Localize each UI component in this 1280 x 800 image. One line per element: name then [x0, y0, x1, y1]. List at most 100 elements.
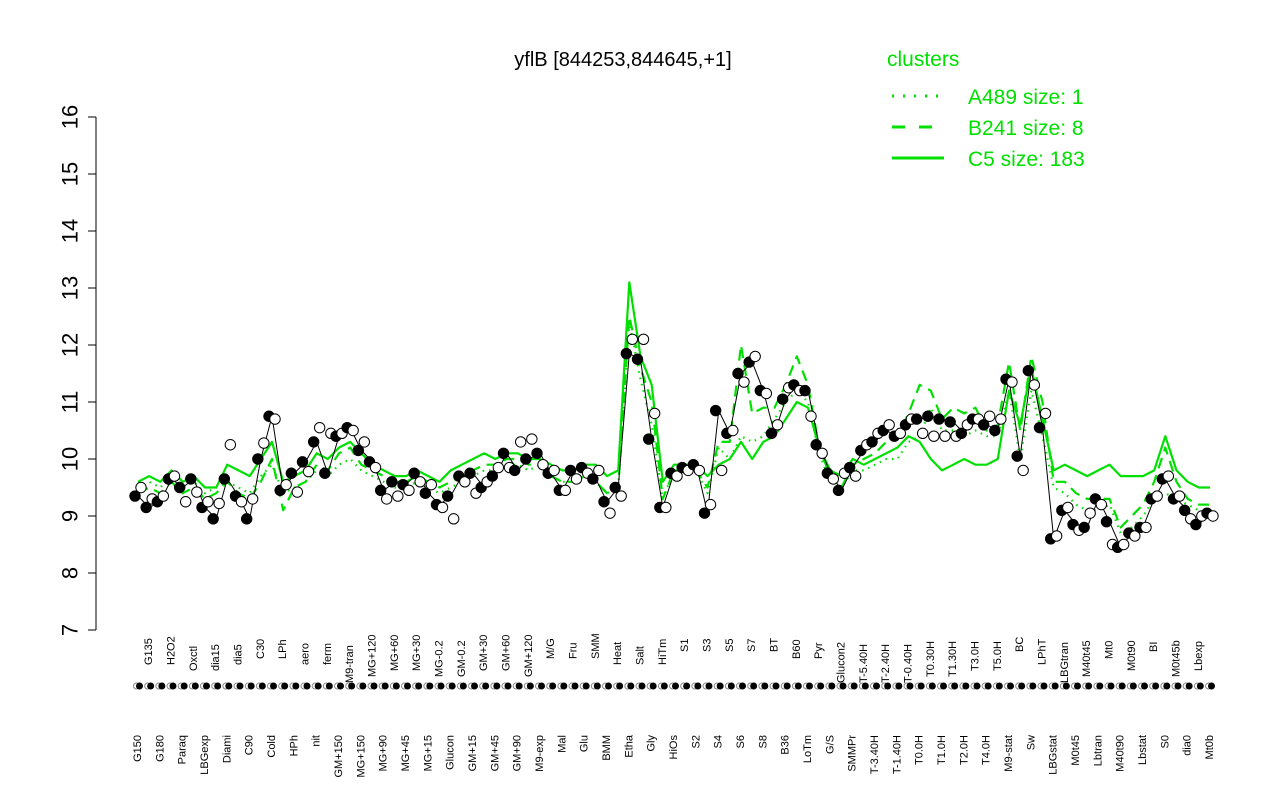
data-point: [1017, 464, 1029, 477]
x-marker: [750, 682, 758, 690]
data-point: [883, 419, 895, 431]
y-tick-label: 7: [58, 624, 83, 636]
data-point: [252, 453, 264, 465]
x-tick-label: LPh: [277, 639, 289, 659]
data-point: [302, 465, 315, 478]
y-axis: 7 8 9 10 11 12 13 14 15 16: [58, 105, 97, 636]
x-marker: [538, 682, 545, 690]
data-point: [799, 384, 811, 397]
x-marker: [1141, 682, 1148, 690]
data-point: [983, 410, 996, 422]
x-tick-label: M0t45b: [1171, 640, 1183, 677]
data-point: [894, 427, 907, 440]
data-point: [1095, 498, 1108, 511]
data-point: [419, 487, 432, 499]
data-point: [537, 459, 549, 471]
data-point: [240, 513, 253, 525]
data-point: [1129, 530, 1141, 542]
x-tick-label: dia5: [233, 644, 245, 665]
x-marker: [314, 682, 322, 690]
x-marker: [973, 682, 981, 690]
data-point: [1062, 501, 1074, 514]
x-tick-label: Etha: [623, 734, 635, 758]
data-point: [285, 467, 298, 479]
x-tick-label: B36: [780, 735, 792, 755]
x-tick-label: Heat: [612, 642, 624, 665]
data-point: [944, 416, 956, 428]
x-marker: [203, 682, 210, 690]
data-point: [922, 410, 934, 422]
data-point: [933, 413, 945, 425]
x-marker: [940, 682, 947, 690]
x-marker: [649, 682, 657, 690]
data-point: [698, 507, 711, 519]
x-tick-label: Mt0b: [1204, 735, 1216, 759]
data-point: [1178, 504, 1191, 516]
x-tick-label: GM+90: [512, 735, 524, 771]
data-point: [307, 436, 320, 448]
x-marker: [1152, 682, 1160, 690]
data-point: [642, 433, 655, 445]
data-point: [520, 453, 532, 465]
x-marker: [794, 682, 802, 690]
x-tick-label: T-1.40H: [891, 735, 903, 774]
x-marker: [191, 682, 199, 690]
x-marker: [772, 682, 780, 690]
data-point: [191, 486, 203, 498]
x-marker: [359, 682, 367, 690]
x-marker: [593, 682, 601, 690]
x-marker: [995, 682, 1003, 690]
x-tick-label: T1.0H: [936, 735, 948, 765]
data-point: [441, 490, 454, 502]
x-marker: [325, 682, 333, 690]
x-marker: [828, 682, 836, 690]
x-marker: [906, 682, 914, 690]
data-point: [1033, 421, 1046, 434]
x-marker: [526, 682, 534, 690]
x-marker: [437, 682, 445, 690]
data-point: [1078, 521, 1090, 534]
x-marker: [370, 682, 378, 690]
x-marker: [1062, 682, 1070, 690]
data-point: [1006, 376, 1018, 388]
data-point: [140, 501, 152, 514]
data-point: [269, 413, 281, 425]
x-tick-label: dia15: [210, 644, 222, 671]
x-marker: [1163, 682, 1171, 690]
data-point: [849, 470, 862, 482]
data-point: [732, 367, 744, 380]
x-tick-label: T-0.40H: [903, 644, 915, 683]
x-tick-label: S8: [757, 735, 769, 748]
data-point: [408, 467, 420, 479]
x-axis: G150 G135 G180 H2O2 Paraq Oxctl LBGexp dia15 Dia…: [132, 633, 1216, 777]
x-tick-label: BC: [1014, 637, 1026, 652]
data-point: [1028, 379, 1041, 391]
x-tick-label: Paraq: [177, 735, 189, 764]
data-point: [816, 447, 828, 459]
data-point: [157, 490, 170, 502]
x-tick-label: G/S: [824, 735, 836, 754]
data-point: [414, 476, 426, 488]
x-tick-label: S3: [702, 639, 714, 652]
x-marker: [917, 682, 925, 690]
x-marker: [616, 682, 624, 690]
x-marker: [660, 682, 668, 690]
y-tick-label: 12: [58, 333, 83, 357]
x-marker: [549, 682, 557, 690]
data-point: [955, 427, 968, 440]
data-point: [486, 470, 499, 482]
x-marker: [1074, 682, 1081, 690]
data-point: [615, 490, 627, 502]
legend-title: clusters: [887, 48, 959, 71]
x-tick-label: dia0: [1182, 735, 1194, 756]
x-tick-label: HiTm: [657, 639, 669, 665]
x-marker: [1185, 682, 1193, 690]
data-point: [843, 461, 856, 474]
x-marker: [694, 682, 702, 690]
data-point: [258, 437, 270, 449]
x-marker: [482, 682, 490, 690]
x-tick-label: T2.0H: [958, 735, 970, 765]
x-tick-label: S2: [690, 735, 702, 748]
data-point: [185, 473, 197, 485]
x-tick-label: Fru: [568, 643, 580, 660]
